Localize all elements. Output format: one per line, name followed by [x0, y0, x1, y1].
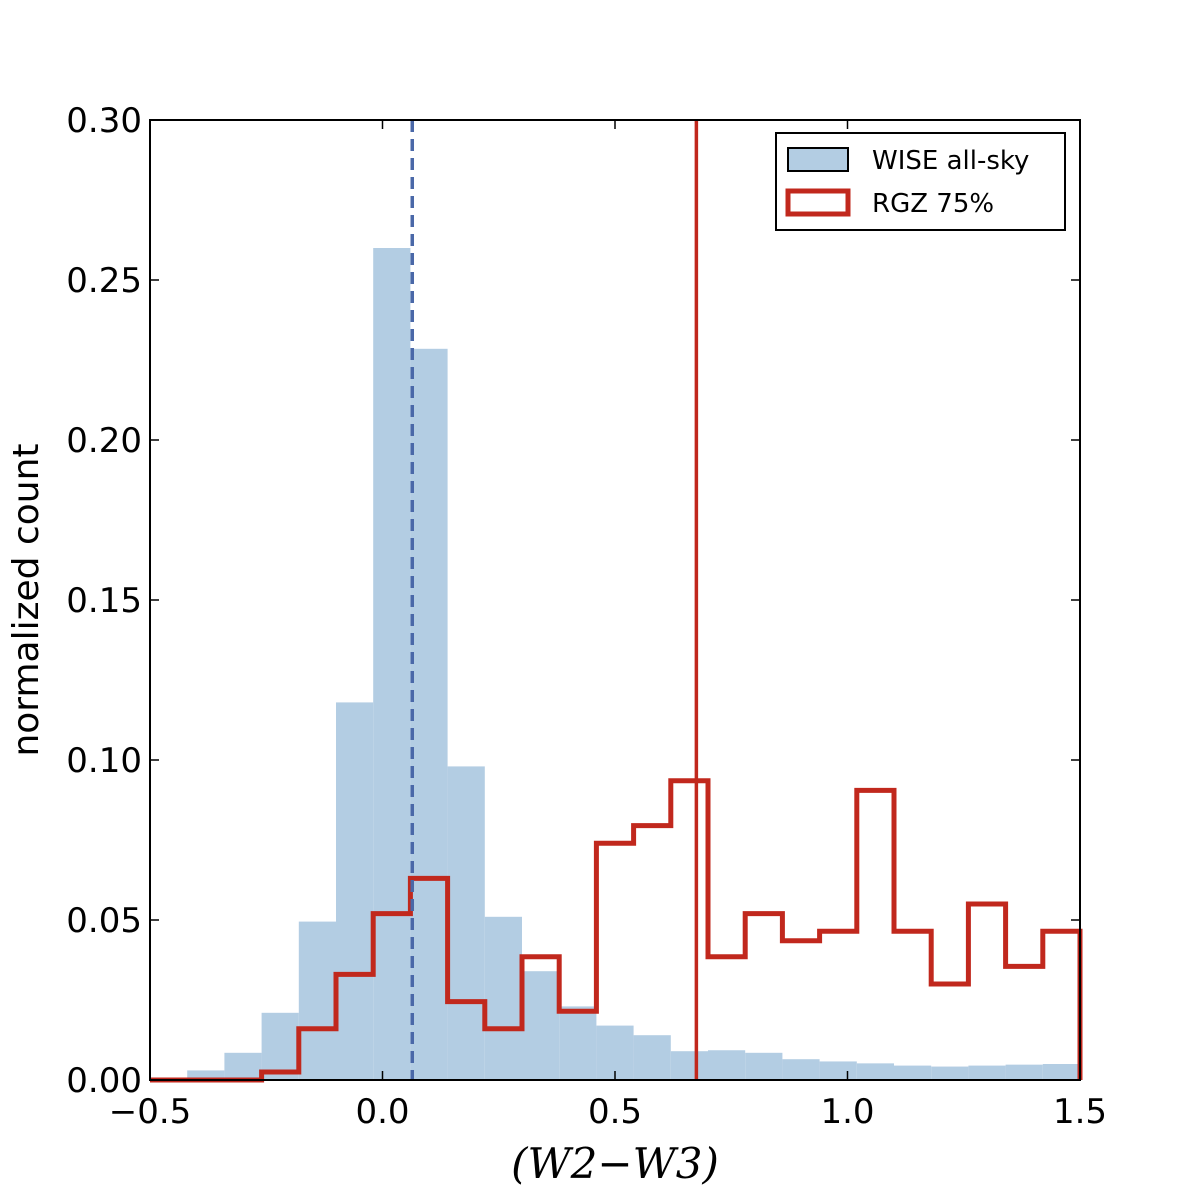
y-tick-label: 0.00: [66, 1061, 142, 1101]
wise-bar: [447, 766, 485, 1080]
wise-bar: [410, 348, 448, 1080]
x-tick-label: 1.0: [820, 1092, 874, 1132]
y-tick-label: 0.30: [66, 101, 142, 141]
legend-swatch-wise: [787, 147, 849, 172]
y-tick-label: 0.05: [66, 901, 142, 941]
tick-labels: −0.5 0.0 0.5 1.0 1.5 0.00 0.05 0.10 0.15 0.20 0.25…: [66, 101, 1107, 1132]
wise-bar: [894, 1065, 932, 1080]
wise-bar: [819, 1061, 857, 1080]
wise-bar: [856, 1063, 894, 1080]
wise-bar: [931, 1066, 969, 1080]
wise-bar: [1005, 1064, 1043, 1080]
wise-bar: [968, 1065, 1006, 1080]
x-axis-label: (W2−W3): [511, 1139, 719, 1188]
plot-frame: [149, 119, 1081, 1081]
y-tick-label: 0.15: [66, 581, 142, 621]
wise-bar: [782, 1059, 820, 1080]
wise-bar: [596, 1025, 634, 1080]
rgz-step-line: [150, 778, 1083, 1083]
y-tick-label: 0.20: [66, 421, 142, 461]
wise-bar: [559, 1006, 597, 1080]
axis-ticks: [149, 119, 1081, 1081]
wise-bar: [298, 921, 336, 1080]
wise-bar: [1042, 1064, 1080, 1080]
rgz-step: [150, 778, 1083, 1083]
legend-label-rgz: RGZ 75%: [872, 189, 994, 219]
wise-bars: [150, 248, 1080, 1080]
wise-bar: [522, 971, 560, 1080]
wise-bar: [224, 1052, 262, 1080]
x-tick-label: −0.5: [109, 1092, 192, 1132]
wise-bar: [670, 1051, 708, 1080]
y-axis-label: normalized count: [6, 443, 47, 756]
wise-bar: [484, 916, 522, 1080]
y-tick-label: 0.25: [66, 261, 142, 301]
x-tick-label: 0.0: [355, 1092, 409, 1132]
wise-bar: [336, 702, 374, 1080]
x-tick-label: 1.5: [1053, 1092, 1107, 1132]
legend: WISE all-sky RGZ 75%: [775, 132, 1066, 231]
legend-label-wise: WISE all-sky: [872, 146, 1029, 176]
wise-bar: [373, 248, 411, 1080]
wise-bar: [708, 1050, 746, 1080]
wise-bar: [633, 1035, 671, 1080]
x-tick-label: 0.5: [588, 1092, 642, 1132]
wise-bar: [261, 1012, 299, 1080]
legend-swatch-rgz: [785, 188, 851, 217]
y-tick-label: 0.10: [66, 741, 142, 781]
wise-bar: [187, 1070, 225, 1080]
median-lines: [410, 120, 699, 1080]
wise-bar: [745, 1052, 783, 1080]
